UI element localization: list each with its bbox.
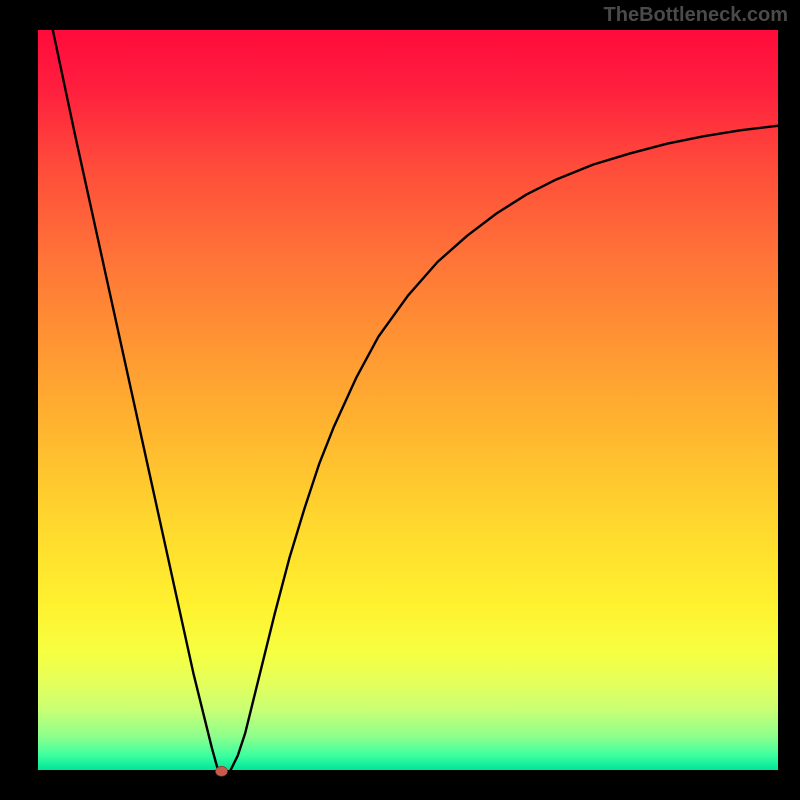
bottleneck-curve [53,30,778,776]
chart-curve-layer [38,30,778,778]
chart-plot-area [38,30,778,778]
watermark-text: TheBottleneck.com [604,4,788,27]
chart-outer-frame: TheBottleneck.com [0,0,800,800]
optimal-point-marker [216,766,228,776]
